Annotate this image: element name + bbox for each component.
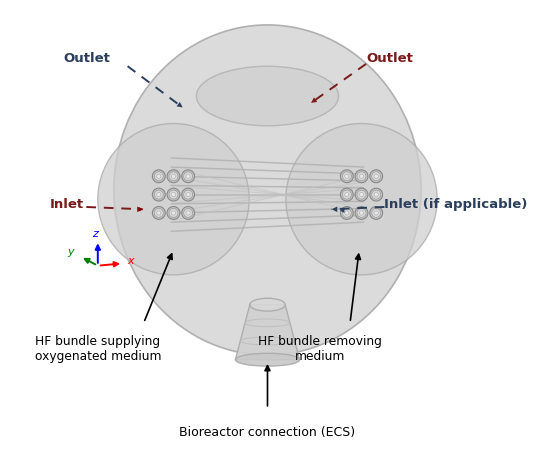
Circle shape — [372, 209, 381, 218]
Circle shape — [360, 193, 363, 197]
Circle shape — [169, 209, 178, 218]
Circle shape — [182, 189, 194, 202]
Circle shape — [169, 173, 178, 181]
Circle shape — [155, 209, 163, 218]
Text: z: z — [93, 229, 98, 238]
Text: x: x — [127, 256, 134, 266]
Circle shape — [372, 190, 381, 200]
Circle shape — [182, 170, 194, 183]
Circle shape — [167, 170, 180, 183]
Circle shape — [355, 189, 368, 202]
Circle shape — [186, 212, 190, 216]
Text: y: y — [68, 246, 74, 257]
Text: HF bundle supplying
oxygenated medium: HF bundle supplying oxygenated medium — [34, 335, 161, 363]
Circle shape — [286, 124, 437, 275]
Circle shape — [186, 193, 190, 197]
Ellipse shape — [114, 26, 421, 355]
Circle shape — [345, 175, 349, 179]
Circle shape — [167, 189, 180, 202]
Text: HF bundle removing
medium: HF bundle removing medium — [258, 335, 382, 363]
Circle shape — [155, 173, 163, 181]
Circle shape — [360, 175, 363, 179]
Circle shape — [355, 170, 368, 183]
Text: Inlet: Inlet — [50, 198, 84, 211]
Circle shape — [186, 175, 190, 179]
Circle shape — [355, 207, 368, 220]
Circle shape — [171, 212, 176, 216]
Circle shape — [98, 124, 249, 275]
Circle shape — [342, 190, 351, 200]
Circle shape — [157, 212, 161, 216]
Circle shape — [370, 189, 383, 202]
Ellipse shape — [250, 299, 285, 311]
Circle shape — [182, 207, 194, 220]
Circle shape — [374, 175, 378, 179]
Text: Outlet: Outlet — [63, 51, 110, 64]
Circle shape — [374, 193, 378, 197]
Circle shape — [184, 190, 193, 200]
Circle shape — [357, 190, 366, 200]
Circle shape — [152, 189, 165, 202]
Circle shape — [340, 189, 353, 202]
Circle shape — [370, 207, 383, 220]
Circle shape — [155, 190, 163, 200]
Circle shape — [184, 209, 193, 218]
Circle shape — [374, 212, 378, 216]
Circle shape — [171, 175, 176, 179]
Circle shape — [345, 212, 349, 216]
Text: Inlet (if applicable): Inlet (if applicable) — [384, 198, 528, 211]
Circle shape — [342, 173, 351, 181]
Circle shape — [157, 193, 161, 197]
Circle shape — [370, 170, 383, 183]
Circle shape — [372, 173, 381, 181]
Text: Bioreactor connection (ECS): Bioreactor connection (ECS) — [179, 425, 356, 438]
Circle shape — [152, 207, 165, 220]
Circle shape — [169, 190, 178, 200]
Circle shape — [184, 173, 193, 181]
Circle shape — [167, 207, 180, 220]
Ellipse shape — [235, 353, 300, 366]
Circle shape — [152, 170, 165, 183]
Ellipse shape — [197, 67, 338, 127]
Circle shape — [340, 170, 353, 183]
Circle shape — [345, 193, 349, 197]
Circle shape — [360, 212, 363, 216]
Polygon shape — [235, 305, 300, 360]
Circle shape — [340, 207, 353, 220]
Circle shape — [357, 173, 366, 181]
Circle shape — [342, 209, 351, 218]
Text: Outlet: Outlet — [366, 51, 413, 64]
Circle shape — [171, 193, 176, 197]
Circle shape — [357, 209, 366, 218]
Circle shape — [157, 175, 161, 179]
